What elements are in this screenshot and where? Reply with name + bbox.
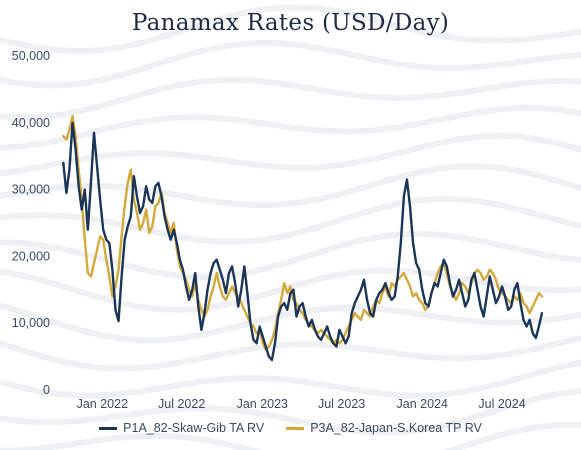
x-tick-label: Jan 2024 <box>397 397 448 411</box>
legend-swatch-p3a <box>286 426 305 430</box>
x-tick-label: Jan 2023 <box>237 397 288 411</box>
background-wave <box>0 421 581 450</box>
series-line-p1a <box>62 121 544 362</box>
x-tick-label: Jul 2024 <box>478 397 525 411</box>
chart-title: Panamax Rates (USD/Day) <box>131 10 450 36</box>
legend-label-p1a: P1A_82-Skaw-Gib TA RV <box>123 421 265 435</box>
y-tick-label: 50,000 <box>12 49 50 63</box>
background-wave <box>0 39 581 89</box>
background-wave <box>0 230 581 281</box>
background-wave <box>0 387 581 436</box>
y-tick-label: 30,000 <box>12 183 50 197</box>
x-tick-label: Jan 2022 <box>77 397 128 411</box>
chart-legend: P1A_82-Skaw-Gib TA RV P3A_82-Japan-S.Kor… <box>0 421 581 435</box>
legend-swatch-p1a <box>99 426 118 430</box>
series-line-p3a <box>62 114 544 352</box>
y-tick-label: 40,000 <box>12 116 50 130</box>
y-tick-label: 0 <box>43 383 50 397</box>
background-wave <box>0 104 581 151</box>
background-wave <box>0 335 581 372</box>
background-wave <box>0 4 581 55</box>
background-wave <box>0 76 581 121</box>
legend-label-p3a: P3A_82-Japan-S.Korea TP RV <box>310 421 482 435</box>
background-wave <box>0 302 581 344</box>
legend-item-p1a: P1A_82-Skaw-Gib TA RV <box>99 421 264 435</box>
background-wave <box>0 359 581 399</box>
y-tick-label: 20,000 <box>12 249 50 263</box>
x-tick-label: Jul 2023 <box>318 397 365 411</box>
background-wave <box>0 132 581 177</box>
background-wave <box>0 163 581 209</box>
legend-item-p3a: P3A_82-Japan-S.Korea TP RV <box>286 421 482 435</box>
x-tick-label: Jul 2022 <box>158 397 205 411</box>
y-tick-label: 10,000 <box>12 316 50 330</box>
